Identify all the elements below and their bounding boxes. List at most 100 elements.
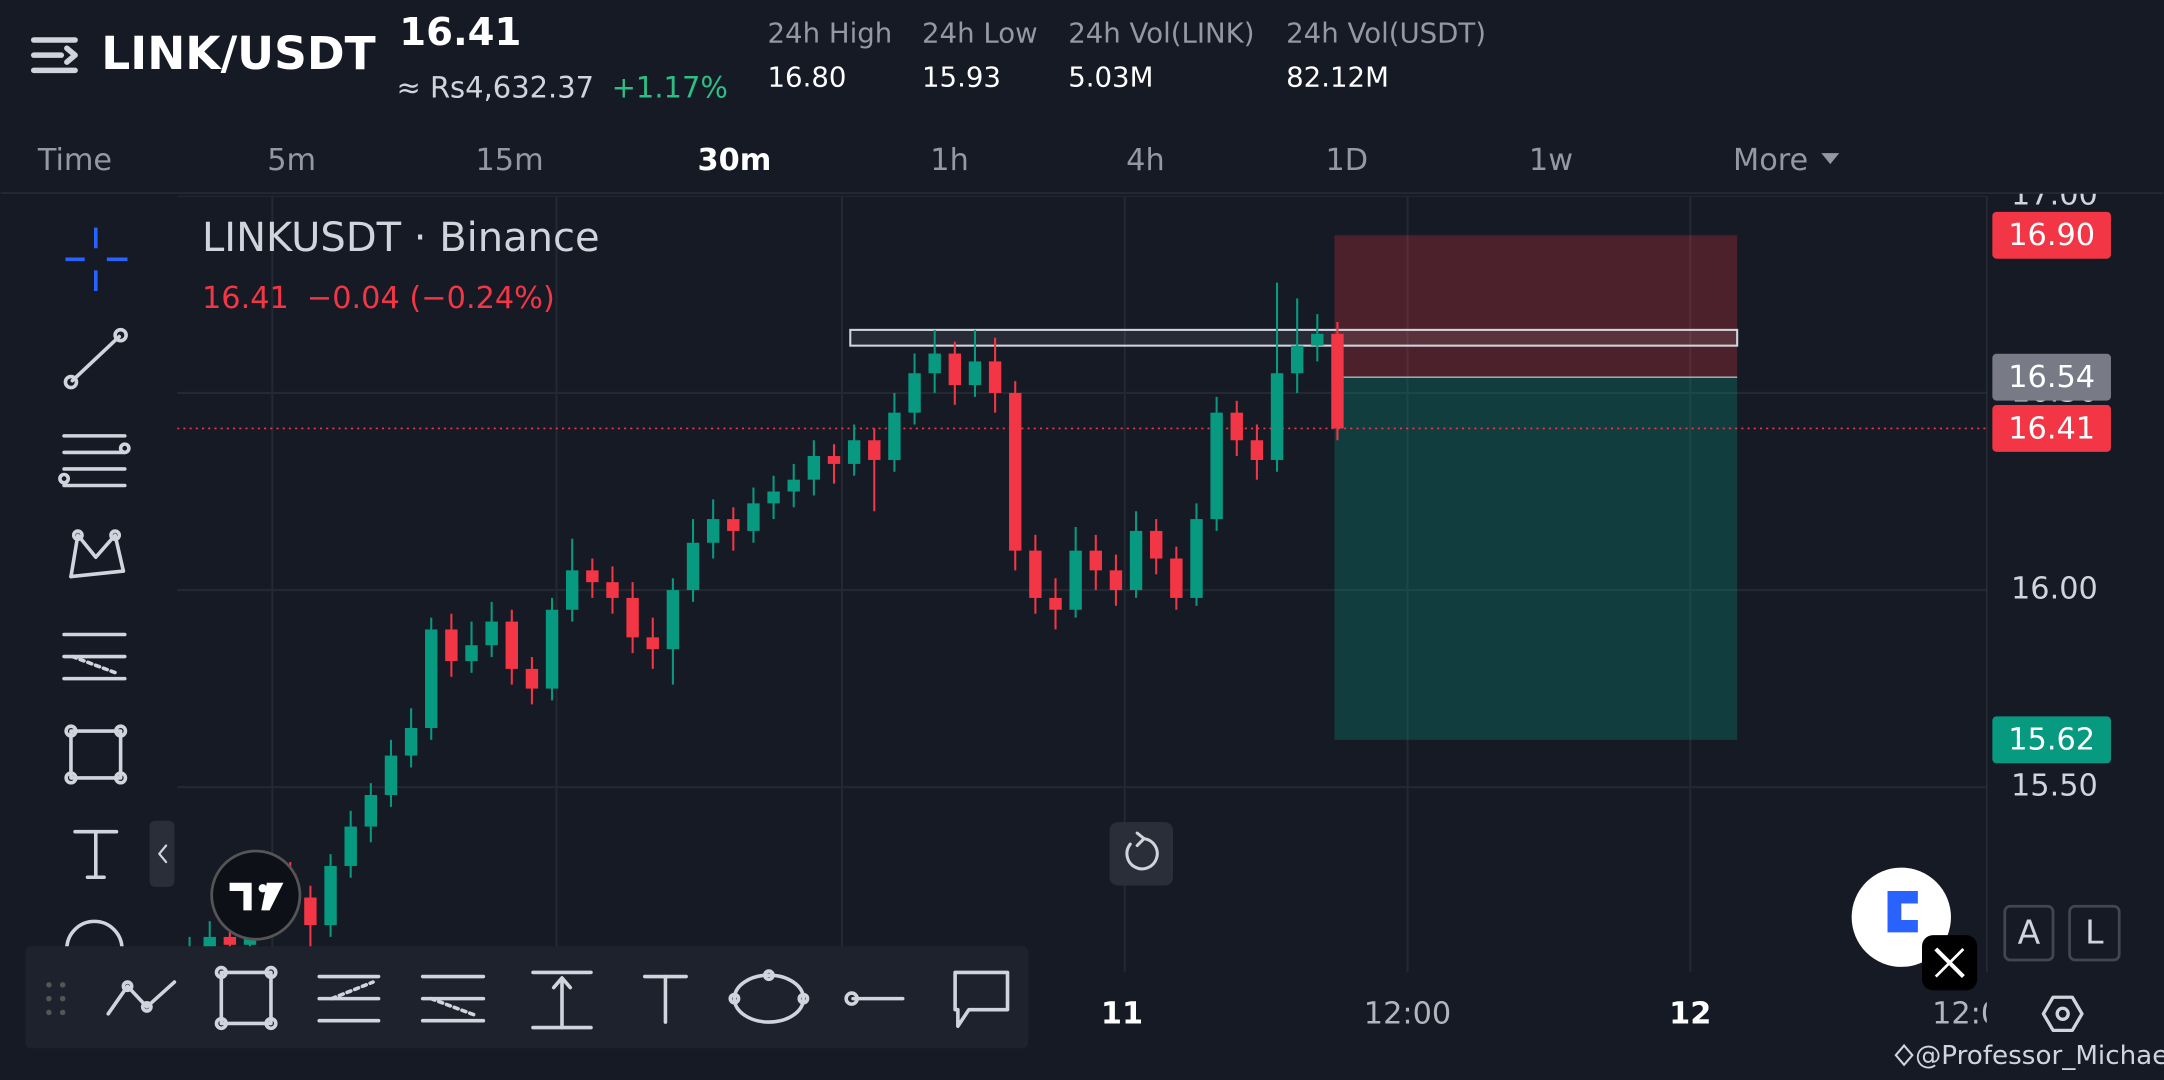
x-tick-label: 11 <box>1101 997 1143 1032</box>
y-tick-label: 17.00 <box>2011 177 2098 212</box>
candle-body <box>646 637 659 650</box>
target-badge-label: 15.62 <box>2008 723 2095 758</box>
settings-icon[interactable] <box>2041 995 2084 1033</box>
candle-body <box>606 582 619 598</box>
candle-body <box>525 668 539 689</box>
candle-body <box>686 542 700 591</box>
last-price-badge <box>1992 404 2111 452</box>
more-tool[interactable] <box>65 919 124 951</box>
forecast-tool-2[interactable] <box>420 974 486 1023</box>
candle-body <box>1009 392 1022 551</box>
stat-value: 82.12M <box>1286 61 1389 94</box>
x-tick-label: 12:0 <box>1932 997 2000 1032</box>
candle-body <box>1129 530 1143 591</box>
fib-extension-tool[interactable] <box>317 974 381 1023</box>
x-tick-label: 12 <box>1669 997 1711 1032</box>
entry-badge <box>1992 353 2111 401</box>
pair: LINK/USDT <box>101 27 375 80</box>
trendline-tool[interactable] <box>63 327 128 390</box>
chart-title: LINKUSDT · Binance <box>202 215 600 261</box>
candle-body <box>908 373 921 413</box>
forecast-tool[interactable] <box>62 632 127 681</box>
candle-body <box>1049 597 1062 610</box>
candle-body <box>1150 530 1163 559</box>
interval-button[interactable]: 1w <box>1529 143 1573 178</box>
candle-body <box>364 795 378 827</box>
callout-tool[interactable] <box>953 970 1010 1028</box>
menu-icon[interactable] <box>30 37 78 74</box>
candle-body <box>666 590 680 650</box>
candle-body <box>1069 550 1082 610</box>
candle-body <box>827 456 841 464</box>
stat-value: 15.93 <box>922 61 1001 94</box>
target-badge <box>1992 716 2111 764</box>
text-tool[interactable] <box>73 829 119 880</box>
ray-tool[interactable] <box>844 991 905 1006</box>
x-logo <box>1922 935 1978 991</box>
reset-button[interactable] <box>1109 822 1174 886</box>
candle-body <box>465 645 478 662</box>
candle-body <box>344 826 357 866</box>
interval-button[interactable]: 1h <box>930 143 969 178</box>
interval-button[interactable]: 4h <box>1126 143 1165 178</box>
candle-body <box>404 728 418 756</box>
fib-tool[interactable] <box>58 434 131 488</box>
last-price: 16.41 <box>399 10 521 55</box>
stat-value: 16.80 <box>768 61 847 94</box>
collapse-handle[interactable] <box>149 820 175 887</box>
chart: 17.0016.5016.0015.5016.9016.5416.4115.62… <box>177 177 2111 1032</box>
text-tool-2[interactable] <box>642 974 688 1024</box>
button-label[interactable]: L <box>2085 912 2104 951</box>
stop-badge <box>1992 211 2111 259</box>
candle-body <box>505 621 518 669</box>
stat-label: 24h Vol(LINK) <box>1068 16 1254 49</box>
candle-body <box>868 440 881 460</box>
stat-value: 5.03M <box>1068 61 1153 94</box>
candle-body <box>1270 373 1284 460</box>
change: +1.17% <box>612 71 728 105</box>
candle-body <box>1331 333 1344 429</box>
pattern-tool[interactable] <box>69 529 126 579</box>
legend-change: −0.04 (−0.24%) <box>307 281 555 316</box>
rectangle-tool[interactable] <box>64 724 128 785</box>
stat-label: 24h High <box>768 16 893 49</box>
log-scale-button[interactable]: L <box>2068 904 2121 962</box>
candle-body <box>485 621 498 646</box>
candle-body <box>324 865 337 926</box>
stop-zone <box>1334 235 1738 378</box>
ellipse-tool[interactable] <box>728 969 810 1024</box>
candle-body <box>727 519 740 531</box>
candle-body <box>1311 333 1324 346</box>
candle-body <box>223 936 237 945</box>
path-tool[interactable] <box>106 980 177 1016</box>
auto-scale-button[interactable]: A <box>2003 904 2055 962</box>
plot-area <box>177 195 1987 973</box>
measure-tool[interactable] <box>531 970 593 1030</box>
interval-button[interactable]: 15m <box>476 143 544 178</box>
last-price-badge-label: 16.41 <box>2008 411 2095 446</box>
candle-body <box>1190 519 1203 598</box>
button-label[interactable]: A <box>2018 912 2041 951</box>
crosshair-tool[interactable] <box>65 227 128 292</box>
interval-button[interactable]: Time <box>37 143 112 178</box>
rect-tool[interactable] <box>214 965 278 1031</box>
candle-body <box>968 361 982 386</box>
candle-body <box>304 897 317 926</box>
candle-body <box>706 519 720 543</box>
x-tick-label: 12:00 <box>1364 997 1451 1032</box>
interval-button[interactable]: 1D <box>1325 143 1368 178</box>
candle-body <box>1250 440 1264 460</box>
candle-body <box>988 361 1002 393</box>
interval-button[interactable]: More <box>1733 143 1808 178</box>
candle-body <box>445 629 458 662</box>
candle-body <box>425 629 438 729</box>
candle-body <box>767 491 780 504</box>
stat-label: 24h Low <box>922 16 1038 49</box>
entry-badge-label: 16.54 <box>2008 360 2095 395</box>
dropdown-arrow[interactable] <box>1821 153 1840 165</box>
interval-button[interactable]: 30m <box>698 143 772 178</box>
watermark-icon <box>1894 1043 1914 1067</box>
interval-button[interactable]: 5m <box>267 143 316 178</box>
